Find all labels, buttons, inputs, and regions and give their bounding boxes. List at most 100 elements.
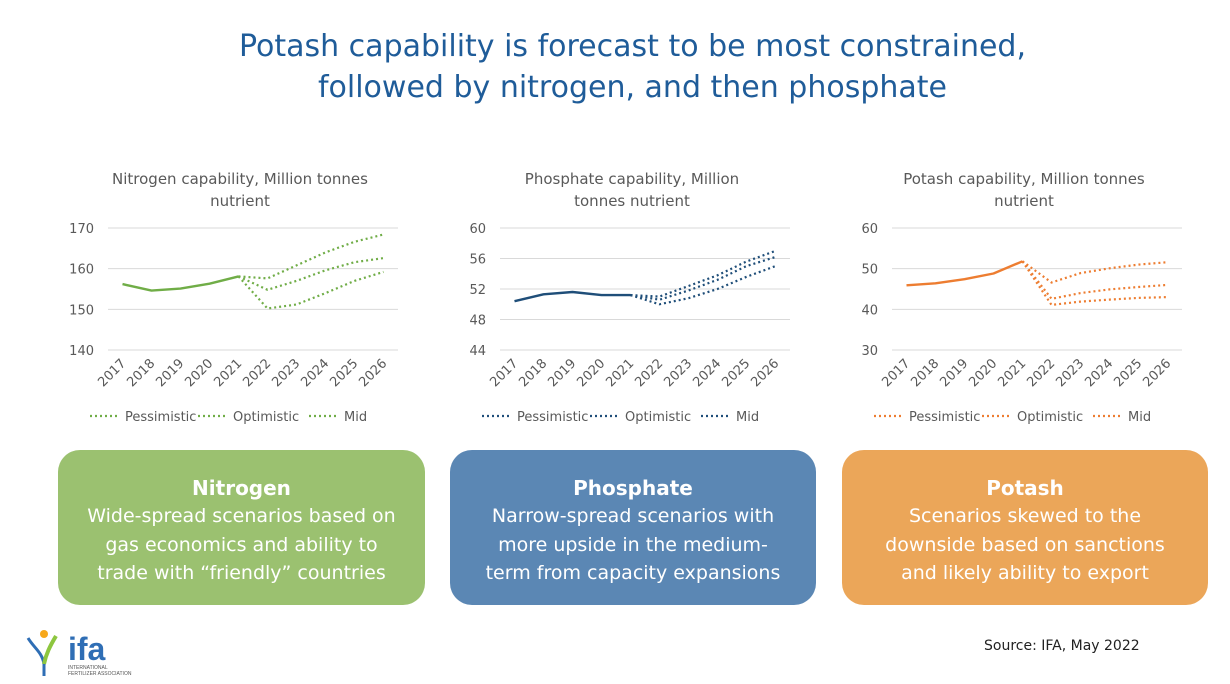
card-text-line: and likely ability to export	[901, 562, 1149, 584]
legend-label: Optimistic	[233, 410, 299, 425]
x-tick-label: 2020	[966, 356, 1000, 390]
nitrogen-chart-title: Nitrogen capability, Million tonnes nutr…	[50, 168, 430, 212]
y-tick-label: 56	[469, 253, 486, 268]
chart-title-line-1: Nitrogen capability, Million tonnes	[112, 170, 368, 188]
x-tick-label: 2021	[211, 356, 245, 390]
x-tick-label: 2017	[487, 356, 521, 390]
series-line-optimistic	[238, 233, 384, 280]
card-text-line: Narrow-spread scenarios with	[491, 505, 775, 527]
x-tick-label: 2025	[1111, 356, 1145, 390]
series-line-mid	[238, 257, 384, 291]
x-tick-label: 2026	[1140, 356, 1174, 390]
x-tick-label: 2023	[1053, 356, 1087, 390]
logo-subtext-line-2: FERTILIZER ASSOCIATION	[68, 671, 132, 677]
legend-label: Mid	[1128, 410, 1151, 425]
logo-text: ifa	[68, 631, 106, 667]
phosphate-card: Phosphate Narrow-spread scenarios with m…	[450, 450, 816, 605]
x-tick-label: 2026	[748, 356, 782, 390]
potash-chart: Potash capability, Million tonnes nutrie…	[834, 160, 1214, 440]
x-tick-label: 2024	[298, 356, 332, 390]
card-heading: Nitrogen	[192, 476, 291, 500]
legend-label: Pessimistic	[125, 410, 196, 425]
phosphate-chart-plot: 4448525660201720182019202020212022202320…	[469, 222, 790, 425]
x-tick-label: 2024	[1082, 356, 1116, 390]
legend-label: Pessimistic	[909, 410, 980, 425]
y-tick-label: 140	[69, 344, 94, 359]
chart-title-line-2: tonnes nutrient	[574, 192, 690, 210]
y-tick-label: 50	[861, 263, 878, 278]
series-line-pessimistic	[1021, 260, 1168, 307]
nitrogen-card: Nitrogen Wide-spread scenarios based on …	[58, 450, 425, 605]
logo-subtext-line-1: INTERNATIONAL	[68, 665, 108, 671]
logo-swirl-icon	[26, 637, 46, 665]
y-tick-label: 150	[69, 303, 94, 318]
potash-card: Potash Scenarios skewed to the downside …	[842, 450, 1208, 605]
chart-title-line-1: Phosphate capability, Million	[524, 170, 740, 188]
x-tick-label: 2022	[1024, 356, 1058, 390]
card-text-line: trade with “friendly” countries	[97, 562, 386, 584]
potash-chart-title: Potash capability, Million tonnes nutrie…	[834, 168, 1214, 212]
logo-leaf-icon	[42, 634, 58, 665]
x-tick-label: 2019	[937, 356, 971, 390]
y-tick-label: 48	[469, 314, 486, 329]
series-line-pessimistic	[237, 270, 384, 310]
legend-label: Optimistic	[625, 410, 691, 425]
legend-label: Mid	[344, 410, 367, 425]
card-text-line: Scenarios skewed to the	[908, 505, 1142, 527]
x-tick-label: 2021	[995, 356, 1029, 390]
x-tick-label: 2026	[356, 356, 390, 390]
phosphate-chart-title: Phosphate capability, Million tonnes nut…	[442, 168, 822, 212]
x-tick-label: 2019	[545, 356, 579, 390]
card-text-line: more upside in the medium-	[498, 533, 768, 556]
logo-dot-icon	[40, 630, 48, 638]
card-text-line: downside based on sanctions	[885, 533, 1165, 556]
x-tick-label: 2017	[95, 356, 129, 390]
legend-label: Optimistic	[1017, 410, 1083, 425]
x-tick-label: 2020	[182, 356, 216, 390]
y-tick-label: 44	[469, 344, 486, 359]
ifa-logo: ifa INTERNATIONAL FERTILIZER ASSOCIATION	[26, 630, 132, 677]
legend-label: Mid	[736, 410, 759, 425]
phosphate-chart: Phosphate capability, Million tonnes nut…	[442, 160, 822, 440]
legend-label: Pessimistic	[517, 410, 588, 425]
chart-title-line-1: Potash capability, Million tonnes	[903, 170, 1145, 188]
x-tick-label: 2024	[690, 356, 724, 390]
x-tick-label: 2018	[516, 356, 550, 390]
historical-line	[514, 290, 631, 303]
nitrogen-chart-plot: 140 150 160 170 2017201820192020202120222023…	[69, 222, 398, 425]
card-text-line: gas economics and ability to	[105, 533, 378, 556]
slide-title-line-1: Potash capability is forecast to be most…	[238, 29, 1027, 64]
x-tick-label: 2022	[632, 356, 666, 390]
y-tick-label: 170	[69, 222, 94, 237]
potash-chart-plot: 30 40 50 60 20172018201920202021202220232024…	[861, 222, 1182, 425]
chart-title-line-2: nutrient	[210, 192, 270, 210]
x-tick-label: 2017	[879, 356, 913, 390]
card-heading: Potash	[986, 476, 1064, 500]
card-heading: Phosphate	[573, 476, 693, 500]
y-tick-label: 40	[861, 303, 878, 318]
slide-title-line-2: followed by nitrogen, and then phosphate	[317, 70, 948, 105]
chart-title-line-2: nutrient	[994, 192, 1054, 210]
y-tick-label: 30	[861, 344, 878, 359]
historical-line	[122, 275, 239, 292]
y-tick-label: 60	[469, 222, 486, 237]
series-line-optimistic	[630, 249, 776, 298]
series-line-mid	[630, 255, 776, 301]
x-tick-label: 2020	[574, 356, 608, 390]
x-tick-label: 2021	[603, 356, 637, 390]
source-note: Source: IFA, May 2022	[984, 638, 1140, 654]
x-tick-label: 2025	[327, 356, 361, 390]
series-line-optimistic	[1021, 260, 1168, 284]
y-tick-label: 60	[861, 222, 878, 237]
x-tick-label: 2025	[719, 356, 753, 390]
y-tick-label: 52	[469, 283, 486, 298]
x-tick-label: 2023	[269, 356, 303, 390]
x-tick-label: 2022	[240, 356, 274, 390]
x-tick-label: 2018	[124, 356, 158, 390]
series-line-mid	[1021, 260, 1168, 301]
x-tick-label: 2018	[908, 356, 942, 390]
y-tick-label: 160	[69, 263, 94, 278]
nitrogen-chart: Nitrogen capability, Million tonnes nutr…	[50, 160, 430, 440]
card-text-line: term from capacity expansions	[485, 562, 781, 584]
x-tick-label: 2019	[153, 356, 187, 390]
